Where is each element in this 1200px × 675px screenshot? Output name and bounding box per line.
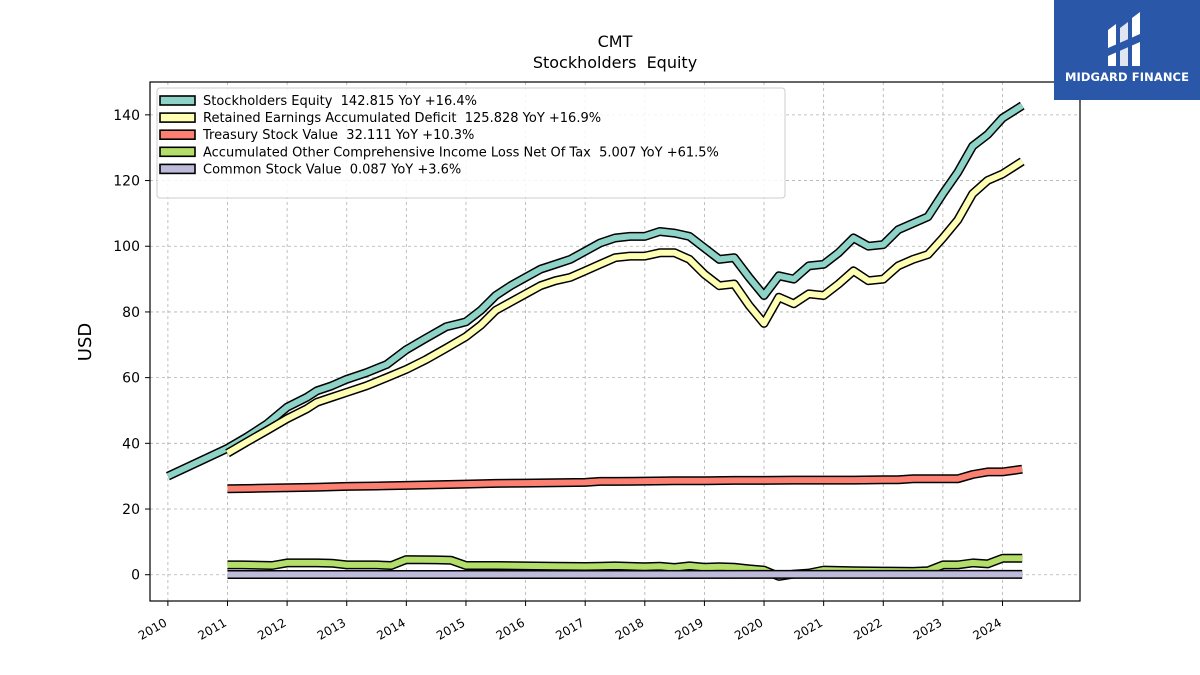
legend-label: Accumulated Other Comprehensive Income L… (203, 145, 719, 160)
y-tick-label: 120 (113, 174, 140, 190)
chart-title: CMT (598, 32, 633, 51)
x-tick-label: 2022 (851, 615, 884, 642)
x-tick-label: 2015 (434, 615, 467, 642)
y-tick-label: 80 (122, 305, 140, 321)
series-outline (225, 157, 1025, 458)
legend-swatch (159, 95, 196, 106)
series-line (166, 103, 1024, 479)
x-tick-label: 2017 (553, 615, 586, 642)
legend-swatch (159, 129, 196, 140)
brand-name: MIDGARD FINANCE (1064, 70, 1190, 84)
legend-swatch (159, 163, 196, 175)
midgard-logo-icon (1108, 12, 1140, 66)
y-tick-label: 20 (122, 502, 140, 518)
x-tick-label: 2013 (315, 615, 348, 642)
x-tick-label: 2016 (494, 615, 527, 642)
chart-subtitle: Stockholders Equity (533, 53, 697, 72)
brand-logo: MIDGARD FINANCE (1054, 0, 1200, 100)
y-axis-label: USD (75, 323, 96, 361)
x-tick-label: 2021 (792, 615, 825, 642)
series-line (227, 466, 1023, 492)
legend-swatch (159, 146, 196, 158)
x-tick-label: 2011 (196, 615, 229, 642)
legend-label: Retained Earnings Accumulated Deficit 12… (203, 111, 601, 126)
x-tick-label: 2010 (136, 615, 169, 642)
x-tick-label: 2014 (374, 615, 407, 642)
x-tick-label: 2019 (672, 615, 705, 642)
x-tick-label: 2023 (911, 615, 944, 642)
x-tick-label: 2020 (732, 615, 765, 642)
y-tick-label: 140 (113, 108, 140, 124)
y-tick-label: 0 (131, 568, 140, 584)
legend: Stockholders Equity 142.815 YoY +16.4% Re… (156, 87, 786, 199)
y-tick-label: 100 (113, 239, 140, 255)
y-tick-label: 60 (122, 371, 140, 387)
legend-label: Common Stock Value 0.087 YoY +3.6% (203, 162, 461, 177)
plot-frame (149, 81, 1081, 602)
x-tick-label: 2024 (971, 615, 1004, 642)
x-tick-label: 2012 (255, 615, 288, 642)
series-line (225, 158, 1024, 456)
x-tick-label: 2018 (613, 615, 646, 642)
legend-swatch (159, 112, 196, 123)
legend-label: Stockholders Equity 142.815 YoY +16.4% (203, 94, 477, 109)
series-layer (165, 101, 1025, 581)
y-tick-label: 40 (122, 436, 140, 452)
legend-label: Treasury Stock Value 32.111 YoY +10.3% (202, 128, 474, 143)
legend-box (156, 87, 786, 199)
